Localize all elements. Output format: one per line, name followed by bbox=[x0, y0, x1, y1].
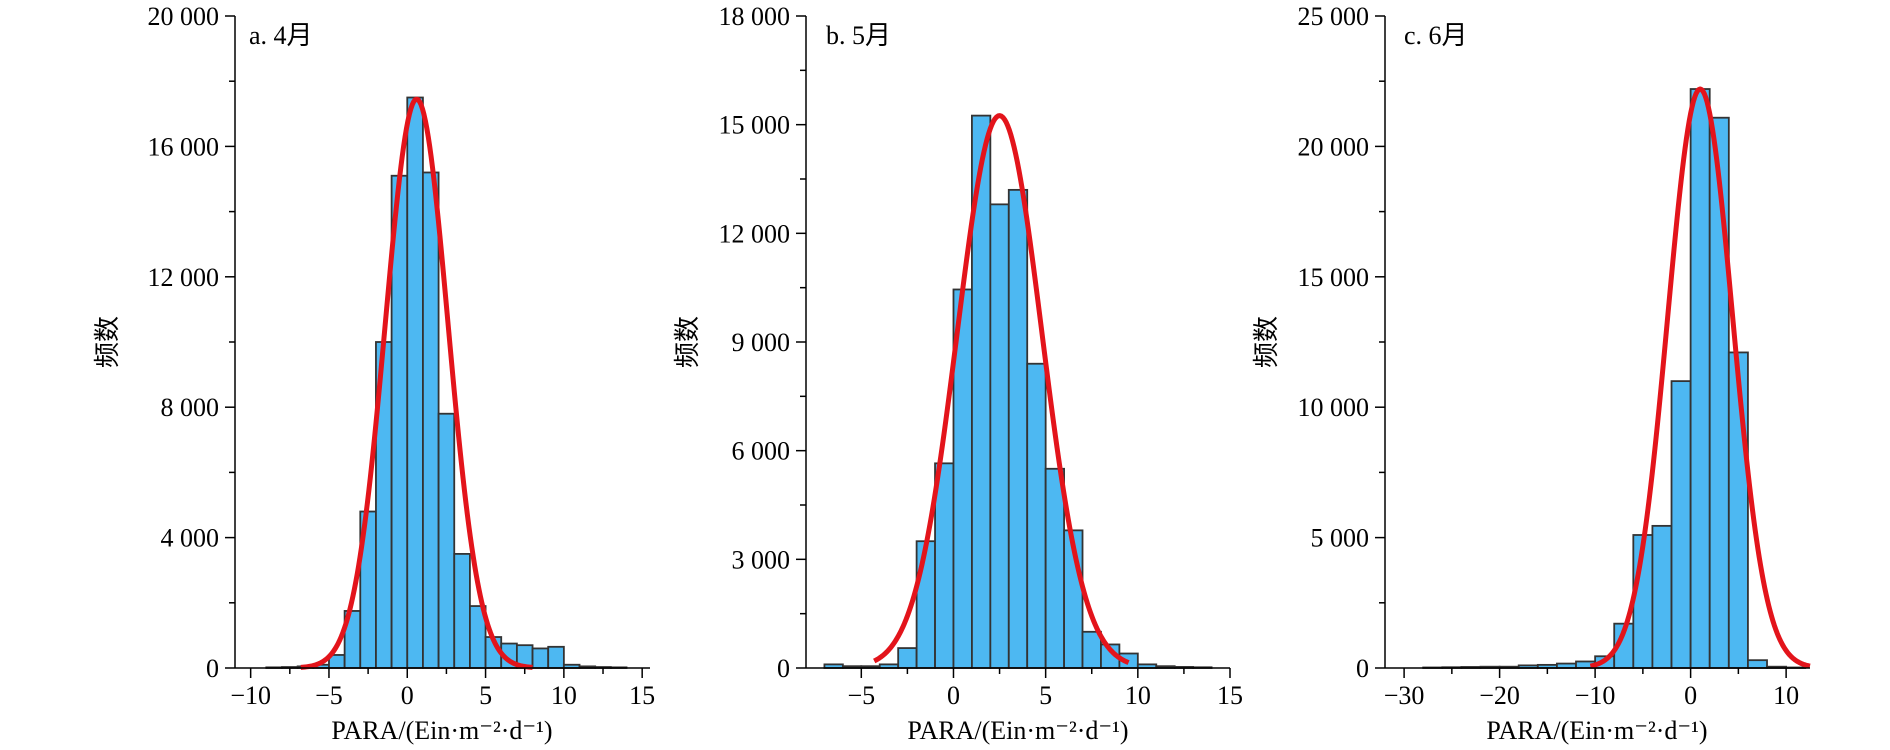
normal-fit-curve-may bbox=[873, 113, 1130, 665]
x-axis-title-may: PARA/(Ein·m⁻²·d⁻¹) bbox=[907, 716, 1128, 745]
normal-fit-curve-june bbox=[1589, 86, 1812, 669]
histogram-bar bbox=[1081, 630, 1102, 669]
panel-label-june: c. 6月 bbox=[1404, 21, 1468, 50]
y-tick-label: 4 000 bbox=[161, 524, 220, 553]
y-axis-title-may: 频数 bbox=[673, 316, 702, 368]
histogram-bar bbox=[915, 540, 936, 669]
panel-label-may: b. 5月 bbox=[826, 21, 891, 50]
x-tick-label: −30 bbox=[1384, 681, 1425, 710]
histogram-bar bbox=[1026, 362, 1047, 669]
axes-may: 0 3 000 6 000 9 000 12 000 15 000 18 000 −5 0 5 10… bbox=[719, 2, 1244, 710]
y-tick-label: 3 000 bbox=[732, 545, 791, 574]
panel-may: 0 3 000 6 000 9 000 12 000 15 000 18 000 −5 0 5 10… bbox=[673, 2, 1243, 745]
panel-april: 0 4 000 8 000 12 000 16 000 20 000 −10 −5 0 5 10 15… bbox=[93, 2, 655, 745]
y-tick-label: 12 000 bbox=[148, 263, 220, 292]
x-tick-label: 5 bbox=[479, 681, 492, 710]
x-tick-label: 10 bbox=[1125, 681, 1151, 710]
y-tick-label: 10 000 bbox=[1298, 393, 1370, 422]
x-tick-label: 5 bbox=[1039, 681, 1052, 710]
histogram-bar bbox=[934, 462, 955, 669]
x-tick-label: 10 bbox=[551, 681, 577, 710]
histogram-bar bbox=[1007, 188, 1029, 669]
histogram-bar bbox=[1044, 467, 1065, 669]
y-axis-title-april: 频数 bbox=[93, 316, 122, 368]
x-tick-label: 15 bbox=[629, 681, 655, 710]
y-tick-label: 12 000 bbox=[719, 219, 791, 248]
axes-june: 0 5 000 10 000 15 000 20 000 25 000 −30 −20 −10 0… bbox=[1298, 2, 1810, 710]
x-tick-label: −5 bbox=[847, 681, 875, 710]
y-tick-label: 0 bbox=[777, 654, 790, 683]
y-tick-label: 25 000 bbox=[1298, 2, 1370, 31]
x-tick-label: −20 bbox=[1479, 681, 1520, 710]
histogram-bars-april bbox=[265, 96, 628, 669]
y-tick-label: 20 000 bbox=[1298, 132, 1370, 161]
histogram-bar bbox=[1651, 524, 1673, 669]
histogram-bar bbox=[422, 171, 440, 669]
x-tick-label: 15 bbox=[1217, 681, 1243, 710]
y-tick-label: 5 000 bbox=[1311, 524, 1370, 553]
y-tick-label: 18 000 bbox=[719, 2, 791, 31]
axes-april: 0 4 000 8 000 12 000 16 000 20 000 −10 −5 0 5 10 15 bbox=[148, 2, 656, 710]
histogram-bar bbox=[453, 553, 471, 669]
histogram-bar bbox=[547, 645, 565, 669]
x-tick-label: 0 bbox=[947, 681, 960, 710]
y-tick-label: 8 000 bbox=[161, 393, 220, 422]
y-tick-label: 15 000 bbox=[1298, 263, 1370, 292]
y-tick-label: 0 bbox=[206, 654, 219, 683]
panel-june: 0 5 000 10 000 15 000 20 000 25 000 −30 −20 −10 0… bbox=[1252, 2, 1812, 745]
y-axis-title-june: 频数 bbox=[1252, 316, 1281, 368]
normal-fit-curve-april bbox=[299, 96, 534, 670]
y-tick-label: 16 000 bbox=[148, 132, 220, 161]
histogram-bar bbox=[437, 412, 456, 669]
histogram-bar bbox=[1689, 88, 1711, 669]
histogram-bar bbox=[1747, 659, 1768, 669]
x-axis-title-april: PARA/(Ein·m⁻²·d⁻¹) bbox=[331, 716, 552, 745]
histogram-bar bbox=[406, 96, 424, 669]
x-tick-label: −5 bbox=[315, 681, 343, 710]
x-tick-label: 0 bbox=[1684, 681, 1697, 710]
y-tick-label: 6 000 bbox=[732, 437, 791, 466]
histogram-bars-june bbox=[1422, 88, 1807, 669]
histogram-bars-may bbox=[823, 114, 1213, 669]
histogram-bar bbox=[897, 647, 918, 669]
x-tick-label: 0 bbox=[401, 681, 414, 710]
y-tick-label: 20 000 bbox=[148, 2, 220, 31]
histogram-bar bbox=[1670, 380, 1692, 669]
panel-label-april: a. 4月 bbox=[249, 21, 313, 50]
y-tick-label: 0 bbox=[1356, 654, 1369, 683]
x-tick-label: −10 bbox=[230, 681, 271, 710]
histogram-bar bbox=[989, 203, 1010, 669]
y-tick-label: 9 000 bbox=[732, 328, 791, 357]
y-tick-label: 15 000 bbox=[719, 111, 791, 140]
x-tick-label: 10 bbox=[1773, 681, 1799, 710]
histogram-bar bbox=[531, 647, 550, 669]
x-tick-label: −10 bbox=[1575, 681, 1616, 710]
x-axis-title-june: PARA/(Ein·m⁻²·d⁻¹) bbox=[1486, 716, 1707, 745]
